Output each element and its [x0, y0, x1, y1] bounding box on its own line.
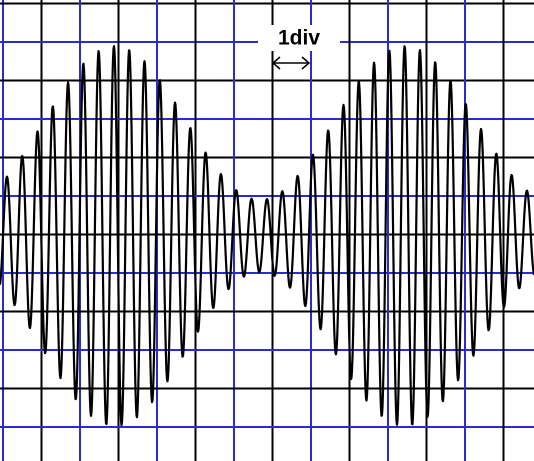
- division-label: 1div: [278, 27, 320, 50]
- waveform: [0, 44, 534, 427]
- label-background: [258, 25, 340, 51]
- division-arrow: [271, 56, 311, 70]
